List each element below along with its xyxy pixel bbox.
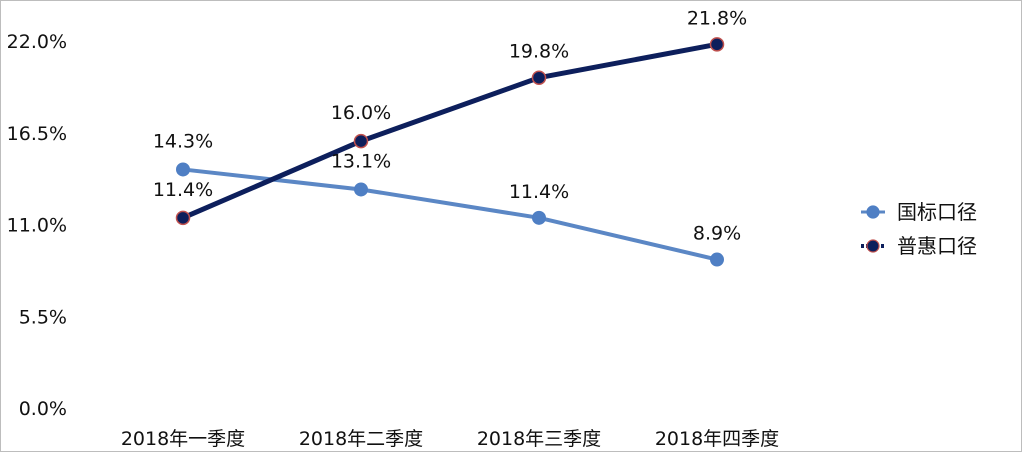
data-label: 14.3% bbox=[153, 130, 213, 152]
y-tick-label: 5.5% bbox=[19, 306, 67, 328]
data-label: 11.4% bbox=[153, 179, 213, 201]
legend-swatch-marker bbox=[866, 205, 880, 219]
series-line-2 bbox=[182, 41, 718, 221]
data-label: 13.1% bbox=[331, 150, 391, 172]
x-axis-categories: 2018年一季度 2018年二季度 2018年三季度 2018年四季度 bbox=[121, 428, 779, 450]
legend-swatch-marker bbox=[866, 239, 880, 253]
y-tick-label: 16.5% bbox=[7, 123, 67, 145]
series-2-point bbox=[709, 37, 725, 52]
data-label: 8.9% bbox=[693, 223, 741, 245]
series-2-point bbox=[353, 133, 369, 149]
series-markers bbox=[175, 37, 725, 267]
y-tick-label: 0.0% bbox=[19, 398, 67, 420]
data-labels: 14.3% 13.1% 11.4% 8.9% 11.4% 16.0% 19.8% 21.8% bbox=[153, 7, 747, 244]
series-1-point bbox=[710, 252, 724, 267]
legend-item: 普惠口径 bbox=[861, 234, 977, 258]
series-lines bbox=[182, 41, 718, 262]
data-label: 21.8% bbox=[687, 7, 747, 29]
legend-item: 国标口径 bbox=[861, 200, 977, 224]
data-label: 19.8% bbox=[509, 41, 569, 63]
series-2-point bbox=[531, 70, 547, 85]
legend-label: 国标口径 bbox=[897, 200, 977, 224]
x-category-label: 2018年四季度 bbox=[655, 428, 779, 450]
series-1-point bbox=[176, 162, 190, 177]
legend-label: 普惠口径 bbox=[897, 234, 977, 258]
series-1-point bbox=[532, 210, 546, 225]
series-1-point bbox=[354, 182, 368, 197]
data-label: 11.4% bbox=[509, 181, 569, 203]
data-label: 16.0% bbox=[331, 102, 391, 124]
y-axis-ticks: 0.0% 5.5% 11.0% 16.5% 22.0% bbox=[7, 31, 67, 420]
y-tick-label: 11.0% bbox=[7, 215, 67, 237]
x-category-label: 2018年一季度 bbox=[121, 428, 245, 450]
series-2-point bbox=[175, 210, 191, 226]
x-category-label: 2018年三季度 bbox=[477, 428, 601, 450]
y-tick-label: 22.0% bbox=[7, 31, 67, 53]
x-category-label: 2018年二季度 bbox=[299, 428, 423, 450]
